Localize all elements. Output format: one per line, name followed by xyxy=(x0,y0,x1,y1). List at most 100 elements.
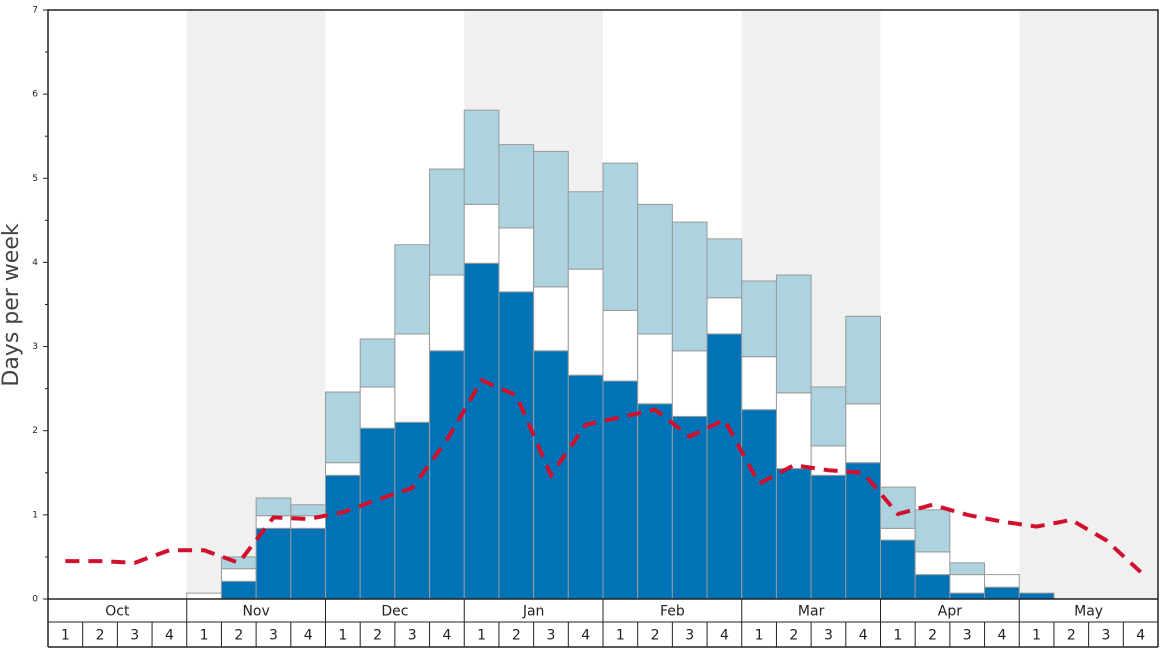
y-axis-label: Days per week xyxy=(0,223,24,386)
bar-segment xyxy=(775,274,812,394)
x-tick-label: 4 xyxy=(997,628,1006,644)
month-label: Feb xyxy=(660,604,685,620)
bar-segment xyxy=(394,421,431,600)
x-tick-label: 4 xyxy=(304,628,313,644)
bar-segment xyxy=(602,380,639,600)
bar-segment xyxy=(325,391,361,464)
bar-segment xyxy=(810,386,847,447)
month-label: May xyxy=(1074,604,1103,620)
y-tick-label: 5 xyxy=(32,174,38,184)
bar-segment xyxy=(290,527,326,600)
x-tick-label: 2 xyxy=(373,628,382,644)
x-tick-label: 4 xyxy=(859,628,868,644)
month-label: Apr xyxy=(938,604,962,620)
bar-segment xyxy=(845,462,881,600)
x-tick-label: 1 xyxy=(338,628,347,644)
x-tick-label: 2 xyxy=(651,628,660,644)
month-label: Mar xyxy=(798,604,825,620)
bar-segment xyxy=(741,409,777,600)
bar-segment xyxy=(741,280,777,358)
x-tick-label: 3 xyxy=(130,628,139,644)
bar-segment xyxy=(914,574,951,600)
bar-segment xyxy=(706,238,743,299)
x-tick-label: 2 xyxy=(1067,628,1076,644)
bar-segment xyxy=(671,415,708,600)
x-tick-label: 4 xyxy=(442,628,451,644)
bar-segment xyxy=(325,474,361,600)
bar-segment xyxy=(810,474,847,600)
x-tick-label: 3 xyxy=(963,628,972,644)
x-tick-label: 4 xyxy=(581,628,590,644)
x-tick-label: 1 xyxy=(200,628,209,644)
bar-segment xyxy=(914,551,951,576)
bar-segment xyxy=(949,574,986,594)
bar-segment xyxy=(498,227,535,293)
y-tick-label: 2 xyxy=(32,426,38,436)
bar-segment xyxy=(602,309,639,382)
bar-segment xyxy=(880,539,916,600)
bar-segment xyxy=(498,144,535,229)
x-tick-label: 1 xyxy=(616,628,625,644)
month-shade xyxy=(1019,10,1158,599)
bar-segment xyxy=(463,262,500,600)
x-tick-label: 4 xyxy=(720,628,729,644)
bar-segment xyxy=(775,392,812,470)
bar-segment xyxy=(359,338,396,388)
bar-segment xyxy=(984,574,1020,588)
bar-segment xyxy=(567,268,604,376)
month-label: Oct xyxy=(105,604,130,620)
trend-line xyxy=(65,377,1143,574)
bar-segment xyxy=(845,403,881,464)
x-tick-label: 1 xyxy=(61,628,70,644)
bar-segment xyxy=(671,221,708,352)
bar-segment xyxy=(186,592,222,600)
bar-segment xyxy=(533,286,569,352)
bar-segment xyxy=(637,203,673,335)
x-tick-label: 3 xyxy=(408,628,417,644)
bar-segment xyxy=(880,486,916,529)
bar-segment xyxy=(1018,592,1055,600)
bar-segment xyxy=(359,386,396,429)
x-tick-label: 4 xyxy=(165,628,174,644)
y-tick-label: 6 xyxy=(32,90,38,100)
y-tick-label: 0 xyxy=(32,595,38,605)
bar-segment xyxy=(429,274,465,352)
bar-segment xyxy=(637,333,673,405)
bar-segment xyxy=(914,509,951,553)
bar-segment xyxy=(880,527,916,541)
bar-segment xyxy=(775,468,812,600)
bar-segment xyxy=(741,356,777,411)
month-label: Nov xyxy=(242,604,269,620)
y-tick-label: 7 xyxy=(32,6,38,16)
bar-segment xyxy=(220,580,257,600)
bar-segment xyxy=(394,244,431,335)
bar-segment xyxy=(429,350,465,600)
x-tick-label: 1 xyxy=(477,628,486,644)
x-tick-label: 2 xyxy=(928,628,937,644)
x-tick-label: 2 xyxy=(234,628,243,644)
bar-segment xyxy=(429,168,465,276)
bar-segment xyxy=(984,586,1020,600)
bar-segment xyxy=(255,527,292,600)
y-tick-label: 1 xyxy=(32,510,38,520)
bar-segment xyxy=(359,427,396,600)
bar-segment xyxy=(463,203,500,264)
bar-segment xyxy=(394,333,431,423)
bar-segment xyxy=(463,109,500,205)
x-tick-label: 3 xyxy=(824,628,833,644)
bar-segment xyxy=(949,592,986,600)
bar-segment xyxy=(567,191,604,270)
x-tick-label: 1 xyxy=(755,628,764,644)
y-tick-label: 4 xyxy=(32,258,38,268)
bar-segment xyxy=(567,374,604,600)
x-tick-label: 4 xyxy=(1136,628,1145,644)
bar-segment xyxy=(325,462,361,476)
x-tick-label: 3 xyxy=(547,628,556,644)
x-tick-label: 3 xyxy=(1102,628,1111,644)
bar-segment xyxy=(255,497,292,517)
x-tick-label: 2 xyxy=(512,628,521,644)
x-tick-label: 3 xyxy=(685,628,694,644)
x-tick-label: 2 xyxy=(96,628,105,644)
y-tick-label: 3 xyxy=(32,342,38,352)
